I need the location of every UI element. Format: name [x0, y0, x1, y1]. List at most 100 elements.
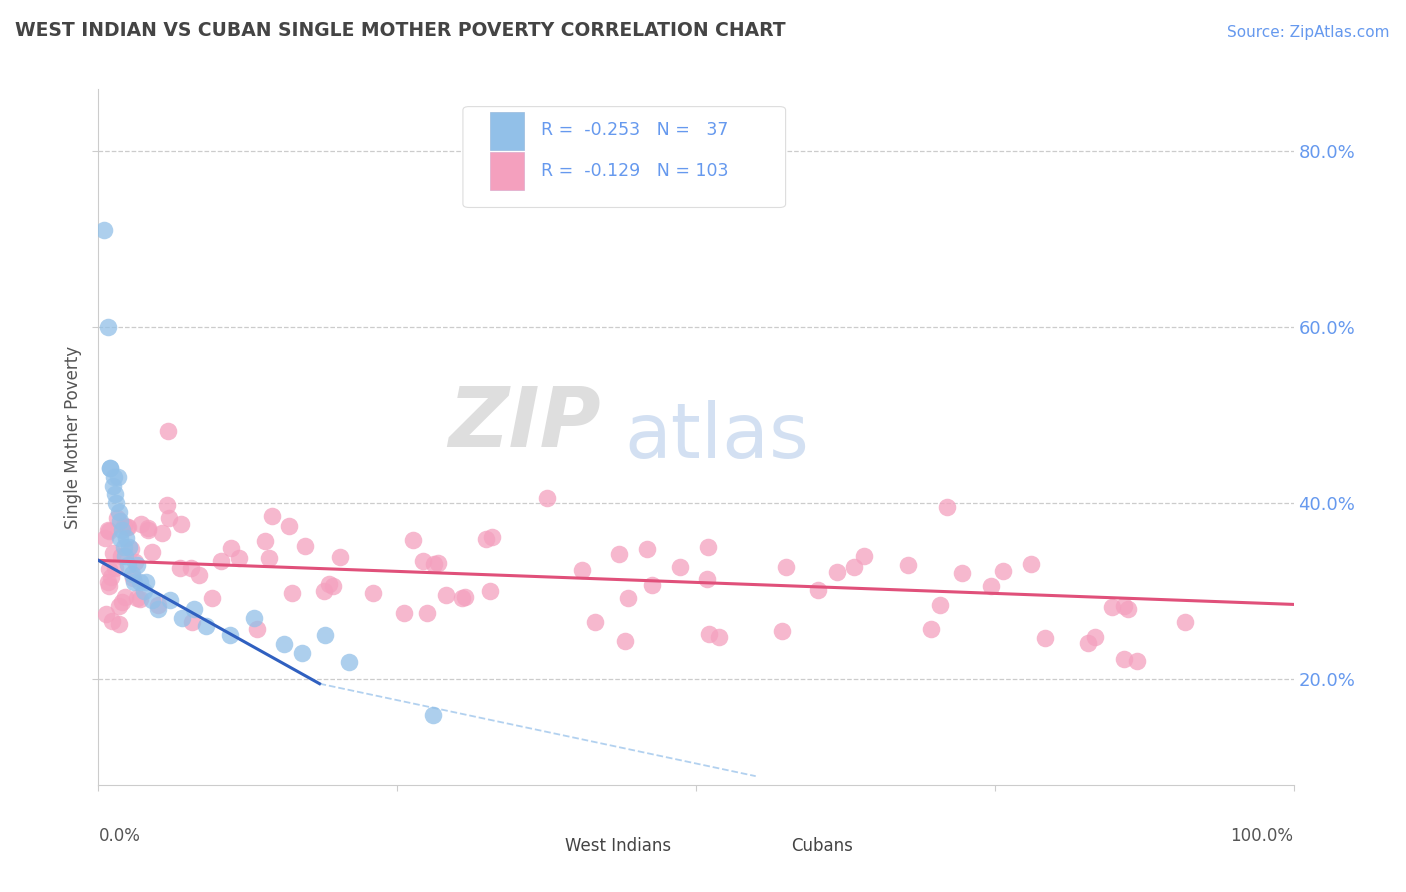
Point	[1077, 636, 1099, 650]
Point	[422, 707, 444, 722]
Point	[107, 469, 129, 483]
Point	[97, 562, 120, 576]
Point	[950, 566, 973, 581]
Point	[423, 558, 446, 572]
Point	[129, 575, 152, 590]
Text: Cubans: Cubans	[792, 838, 853, 855]
Point	[696, 540, 718, 554]
Text: 100.0%: 100.0%	[1230, 827, 1294, 845]
Point	[709, 630, 731, 644]
Point	[104, 561, 127, 575]
Point	[392, 606, 415, 620]
Point	[807, 583, 830, 598]
Point	[291, 646, 314, 660]
Point	[97, 575, 120, 590]
Point	[101, 478, 124, 492]
Point	[97, 523, 120, 537]
Point	[93, 223, 115, 237]
Point	[640, 578, 662, 592]
Point	[157, 424, 180, 438]
Point	[111, 523, 134, 537]
Point	[117, 558, 139, 572]
Point	[135, 575, 157, 590]
Point	[132, 584, 155, 599]
Point	[536, 491, 558, 505]
Point	[121, 571, 143, 585]
FancyBboxPatch shape	[463, 106, 786, 208]
Point	[169, 561, 191, 575]
Point	[97, 320, 120, 334]
Point	[180, 615, 202, 629]
Point	[148, 598, 170, 612]
Point	[219, 541, 242, 556]
Point	[481, 530, 503, 544]
Point	[115, 520, 138, 534]
Point	[1126, 654, 1149, 668]
Point	[281, 586, 304, 600]
Point	[100, 614, 122, 628]
Point	[454, 590, 477, 604]
Point	[339, 655, 361, 669]
Point	[115, 532, 138, 546]
Point	[246, 622, 269, 636]
Point	[775, 560, 797, 574]
Point	[110, 549, 132, 564]
FancyBboxPatch shape	[491, 112, 524, 151]
Point	[322, 579, 344, 593]
Point	[412, 553, 434, 567]
Point	[696, 572, 718, 586]
Point	[124, 575, 146, 590]
Point	[124, 555, 146, 569]
Point	[141, 545, 163, 559]
Point	[897, 558, 920, 572]
Point	[1019, 558, 1042, 572]
Point	[103, 469, 125, 483]
Point	[105, 496, 128, 510]
Point	[583, 615, 606, 629]
Point	[195, 619, 218, 633]
Point	[636, 541, 658, 556]
Text: 0.0%: 0.0%	[98, 827, 141, 845]
Point	[427, 557, 450, 571]
Point	[294, 539, 316, 553]
Point	[200, 591, 222, 606]
Point	[121, 566, 143, 581]
Point	[451, 591, 474, 605]
Point	[936, 500, 959, 515]
Point	[1174, 615, 1197, 629]
Point	[243, 610, 266, 624]
Point	[127, 591, 149, 606]
Point	[112, 519, 135, 533]
Point	[475, 532, 498, 546]
Point	[159, 593, 181, 607]
Point	[117, 520, 139, 534]
Point	[617, 591, 640, 605]
Point	[98, 461, 122, 475]
Point	[929, 598, 952, 612]
Text: WEST INDIAN VS CUBAN SINGLE MOTHER POVERTY CORRELATION CHART: WEST INDIAN VS CUBAN SINGLE MOTHER POVER…	[15, 21, 786, 40]
Point	[94, 607, 117, 622]
FancyBboxPatch shape	[491, 152, 524, 190]
Point	[125, 558, 148, 572]
Point	[150, 525, 173, 540]
Text: West Indians: West Indians	[565, 838, 671, 855]
Point	[772, 624, 794, 638]
Point	[328, 550, 350, 565]
Point	[136, 523, 159, 537]
Point	[98, 524, 121, 538]
Point	[571, 563, 593, 577]
Point	[156, 498, 179, 512]
Point	[94, 531, 117, 545]
Point	[614, 634, 637, 648]
Point	[120, 541, 142, 556]
Point	[852, 549, 875, 563]
Point	[1084, 630, 1107, 644]
Point	[273, 637, 295, 651]
Point	[842, 559, 865, 574]
Point	[104, 487, 127, 501]
Point	[111, 595, 134, 609]
Point	[1033, 631, 1056, 645]
Point	[402, 533, 425, 547]
Point	[183, 602, 205, 616]
Point	[97, 579, 120, 593]
